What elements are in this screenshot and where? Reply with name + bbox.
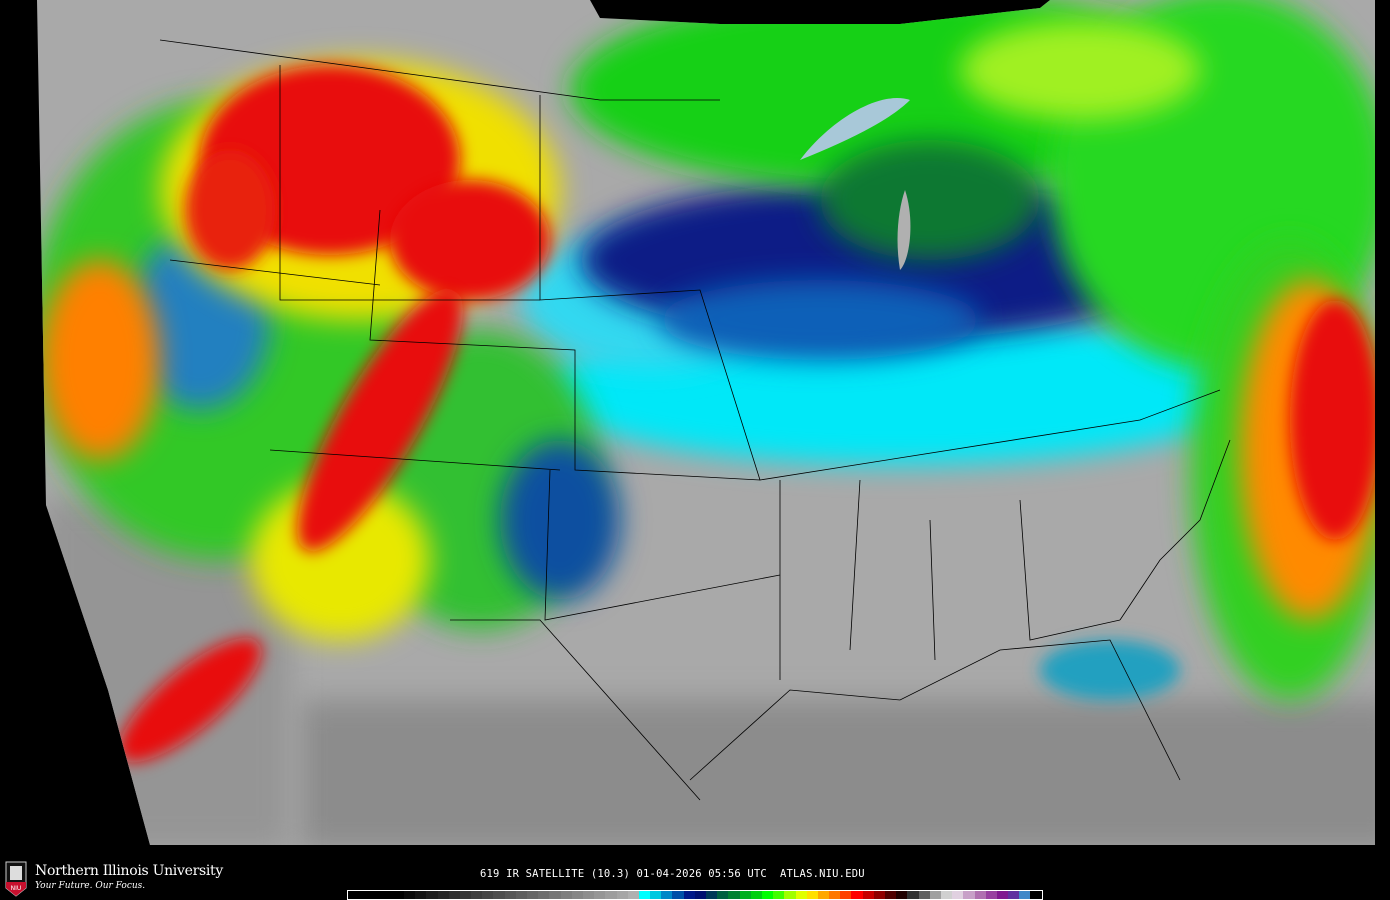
colorbar-swatch <box>940 891 953 899</box>
lake-michigan <box>897 190 911 270</box>
sw-red <box>118 637 262 763</box>
colorbar-swatch <box>638 891 651 899</box>
colorbar-swatch <box>359 891 371 899</box>
colorbar-swatch <box>985 891 997 899</box>
colorbar-swatch <box>773 891 785 899</box>
colorbar-swatch <box>896 891 908 899</box>
colorbar-swatch <box>370 891 382 899</box>
niu-logo-text: NIU <box>11 885 22 892</box>
colorbar-swatch <box>851 891 863 899</box>
colorbar-swatch <box>627 891 639 899</box>
plains-blue <box>500 440 620 600</box>
niu-logo: NIU Northern Illinois University Your Fu… <box>2 856 242 897</box>
colorbar-swatch <box>426 891 438 899</box>
colorbar-swatch <box>750 891 762 899</box>
colorbar-swatch <box>694 891 706 899</box>
colorbar-swatch <box>448 891 460 899</box>
colorbar-swatch <box>504 891 516 899</box>
colorbar-swatch <box>381 891 393 899</box>
colorbar-swatch <box>907 891 919 899</box>
image-caption: 619 IR SATELLITE (10.3) 01-04-2026 05:56… <box>480 868 865 880</box>
sw-yellow <box>250 480 430 640</box>
colorbar-swatch <box>873 891 885 899</box>
oregon-red <box>185 150 275 270</box>
colorbar-swatch <box>459 891 472 899</box>
colorbar-swatch <box>1030 891 1042 899</box>
colorbar-swatch <box>1008 891 1020 899</box>
temperature-colorbar <box>347 890 1043 900</box>
colorbar-swatch <box>963 891 975 899</box>
colorbar-swatch <box>974 891 986 899</box>
lake-superior <box>800 98 910 160</box>
colorbar-swatch <box>605 891 617 899</box>
colorbar-swatch <box>761 891 774 899</box>
colorbar-swatch <box>515 891 527 899</box>
colorbar-swatch <box>795 891 807 899</box>
niu-shield-icon: NIU <box>5 861 27 897</box>
colorbar-swatch <box>571 891 583 899</box>
colorbar-swatch <box>348 891 360 899</box>
colorbar-swatch <box>885 891 897 899</box>
colorbar-swatch <box>929 891 941 899</box>
yellow-green-patch <box>960 20 1200 120</box>
colorbar-swatch <box>538 891 550 899</box>
gulf-region <box>300 700 1375 845</box>
colorbar-swatch <box>560 891 572 899</box>
state-borders <box>159 39 1231 801</box>
colorbar-swatch <box>672 891 684 899</box>
university-name: Northern Illinois University <box>35 863 223 879</box>
colorbar-swatch <box>616 891 628 899</box>
colorbar-swatch <box>493 891 505 899</box>
nw-red-east <box>390 180 550 300</box>
colorbar-swatch <box>952 891 964 899</box>
colorbar-swatch <box>527 891 539 899</box>
dark-green-lakes <box>820 140 1040 260</box>
colorbar-swatch <box>549 891 561 899</box>
colorbar-swatch <box>728 891 740 899</box>
florida-clouds <box>1040 640 1180 700</box>
west-coast-orange <box>40 260 160 460</box>
colorbar-swatch <box>661 891 673 899</box>
colorbar-swatch <box>784 891 796 899</box>
east-storm-red <box>1290 300 1375 540</box>
colorbar-swatch <box>392 891 404 899</box>
colorbar-swatch <box>683 891 695 899</box>
colorbar-swatch <box>806 891 818 899</box>
colorbar-swatch <box>471 891 483 899</box>
colorbar-swatch <box>706 891 718 899</box>
colorbar-swatch <box>1019 891 1031 899</box>
colorbar-swatch <box>996 891 1009 899</box>
colorbar-swatch <box>482 891 494 899</box>
colorbar-swatch <box>403 891 416 899</box>
colorbar-swatch <box>415 891 427 899</box>
blue-band-center <box>660 280 980 360</box>
diagonal-red-band <box>297 288 463 552</box>
colorbar-swatch <box>594 891 606 899</box>
satellite-map <box>37 0 1375 845</box>
colorbar-swatch <box>582 891 595 899</box>
colorbar-swatch <box>437 891 449 899</box>
colorbar-swatch <box>840 891 852 899</box>
colorbar-swatch <box>817 891 830 899</box>
colorbar-swatch <box>717 891 729 899</box>
colorbar-swatch <box>862 891 874 899</box>
colorbar-swatch <box>829 891 841 899</box>
colorbar-swatch <box>650 891 662 899</box>
university-tagline: Your Future. Our Focus. <box>35 881 146 891</box>
colorbar-swatch <box>918 891 930 899</box>
colorbar-swatch <box>739 891 751 899</box>
